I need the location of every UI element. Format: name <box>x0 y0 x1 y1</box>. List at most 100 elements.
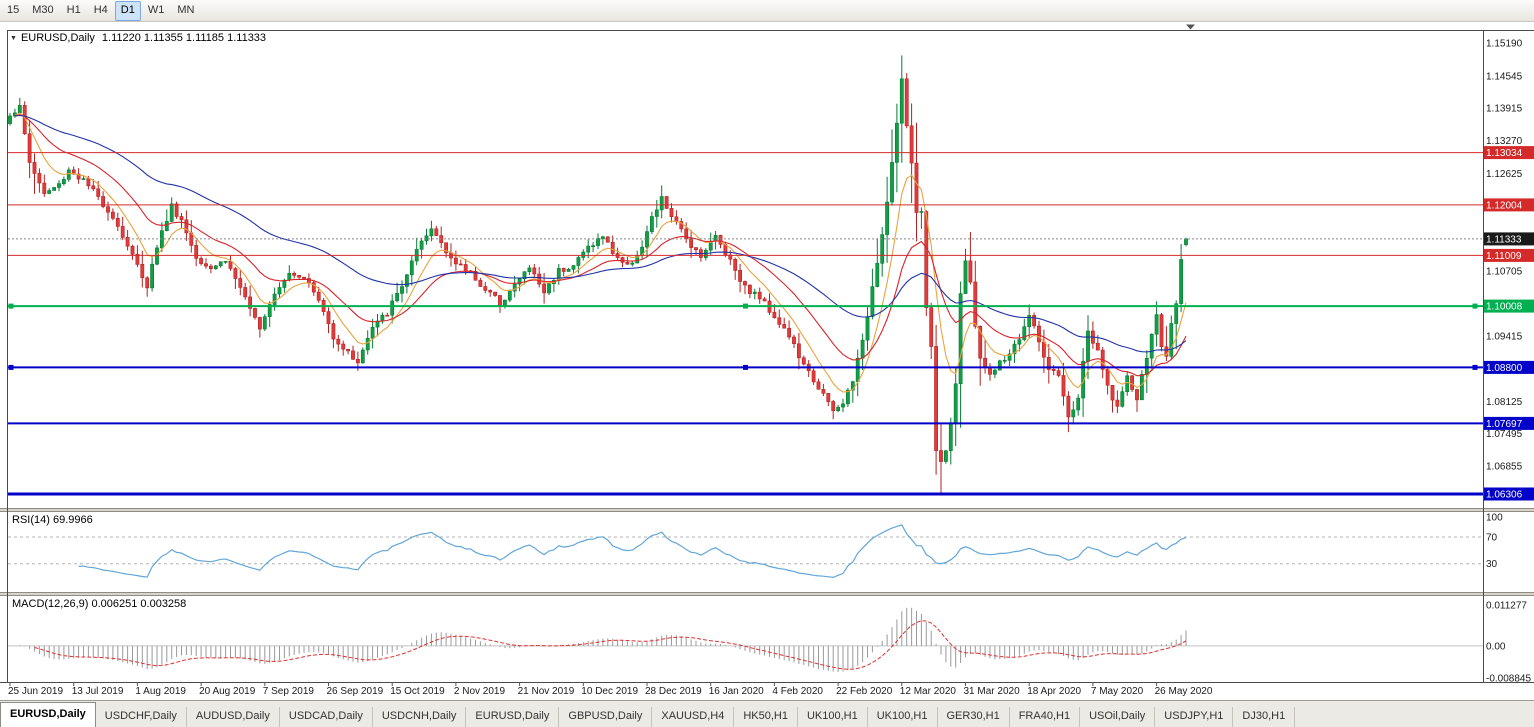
candle <box>571 265 576 273</box>
candle <box>1046 344 1051 384</box>
timeframe-button-mn[interactable]: MN <box>177 3 195 16</box>
candle <box>801 355 806 366</box>
candle <box>194 240 199 267</box>
candle <box>992 368 997 379</box>
candle <box>243 282 248 300</box>
candle <box>351 345 355 360</box>
candle <box>213 264 218 270</box>
candle <box>762 296 767 302</box>
timeframe-button-d1[interactable]: D1 <box>114 0 141 21</box>
hline-handle[interactable] <box>8 303 14 309</box>
candle <box>561 267 566 277</box>
timeframe-button-15[interactable]: 15 <box>7 3 20 16</box>
candle <box>782 317 787 329</box>
hline-handle[interactable] <box>8 364 14 370</box>
candle <box>733 257 738 280</box>
candle <box>1012 340 1017 363</box>
candle <box>331 319 336 349</box>
candle <box>1032 312 1037 329</box>
candle <box>1061 362 1066 406</box>
candle <box>963 248 968 294</box>
candle <box>1135 388 1139 412</box>
price-axis[interactable]: 1.15190 1.14545 1.13915 1.13270 1.12625 1.107… <box>1484 39 1534 685</box>
candle <box>939 423 943 495</box>
timeframe-button-h4[interactable]: H4 <box>93 3 108 16</box>
chart-tab-eurusd-daily[interactable]: EURUSD,Daily <box>466 707 560 727</box>
chart-tab-usdcnh-daily[interactable]: USDCNH,Daily <box>373 707 467 727</box>
candle <box>894 103 899 193</box>
chart-shift-marker[interactable] <box>1186 24 1195 30</box>
svg-text:1.11009: 1.11009 <box>1486 251 1522 262</box>
chart-tab-uk100-h1[interactable]: UK100,H1 <box>868 707 938 727</box>
time-axis[interactable]: 25 Jun 2019 13 Jul 2019 1 Aug 2019 20 Aug 2… <box>8 682 1213 697</box>
candle <box>968 232 973 285</box>
candle <box>42 174 47 197</box>
chart-tab-eurusd-daily[interactable]: EURUSD,Daily <box>0 702 96 727</box>
pane-separator[interactable] <box>0 592 1534 596</box>
candle <box>257 316 262 338</box>
price-tick-label: 1.07495 <box>1486 429 1523 440</box>
chart-tab-usdchf-daily[interactable]: USDCHF,Daily <box>96 707 187 727</box>
chart-tab-usdjpy-h1[interactable]: USDJPY,H1 <box>1155 707 1234 727</box>
candle <box>796 332 801 370</box>
ma-line-8[interactable] <box>14 112 1187 393</box>
candle <box>341 340 346 356</box>
chart-tab-ger30-h1[interactable]: GER30,H1 <box>938 707 1010 727</box>
hline-handle[interactable] <box>1472 303 1478 309</box>
candle <box>81 176 86 180</box>
candle <box>292 271 297 279</box>
chart-tab-dj30-h1[interactable]: DJ30,H1 <box>1233 707 1296 727</box>
candle <box>532 264 537 278</box>
candle <box>777 309 782 328</box>
candle <box>850 380 855 403</box>
price-tick-label: 1.12625 <box>1486 169 1523 180</box>
hline-handle[interactable] <box>743 364 748 370</box>
candle <box>831 400 836 420</box>
svg-text:1.06306: 1.06306 <box>1486 490 1523 501</box>
hline-handle[interactable] <box>743 303 748 309</box>
ma-line-55[interactable] <box>14 114 1187 353</box>
candle <box>424 228 429 245</box>
date-tick-label: 18 Apr 2020 <box>1027 686 1081 697</box>
rsi-axis-label: 30 <box>1486 559 1498 570</box>
moving-average-lines <box>14 112 1187 393</box>
candle <box>841 398 845 413</box>
price-tick-label: 1.08125 <box>1486 397 1523 408</box>
candle <box>1066 391 1071 433</box>
chart-tab-xauusd-h4[interactable]: XAUUSD,H4 <box>652 707 735 727</box>
chart-tab-usdcad-daily[interactable]: USDCAD,Daily <box>280 707 373 727</box>
chart-tab-uk100-h1[interactable]: UK100,H1 <box>798 707 868 727</box>
one-click-trading-icon[interactable]: ▼ <box>10 35 17 42</box>
timeframe-button-w1[interactable]: W1 <box>147 3 165 16</box>
chart-tab-fra40-h1[interactable]: FRA40,H1 <box>1010 707 1081 727</box>
candle <box>453 250 458 271</box>
chart-tab-usoil-daily[interactable]: USOil,Daily <box>1080 707 1156 727</box>
candle <box>880 226 885 277</box>
hline-handle[interactable] <box>1472 364 1478 370</box>
candle <box>669 203 674 223</box>
pane-separator[interactable] <box>0 508 1534 512</box>
rsi-indicator-label: RSI(14) 69.9966 <box>12 514 93 526</box>
candle <box>1037 320 1041 352</box>
timeframe-button-m30[interactable]: M30 <box>32 3 54 16</box>
ma-line-21[interactable] <box>14 114 1187 377</box>
chart-background <box>0 22 1534 700</box>
macd-axis-label: 0.00 <box>1486 641 1506 652</box>
chart-tab-gbpusd-daily[interactable]: GBPUSD,Daily <box>559 707 653 727</box>
date-tick-label: 4 Feb 2020 <box>772 686 823 697</box>
candle <box>493 291 498 297</box>
chart-tab-hk50-h1[interactable]: HK50,H1 <box>734 707 798 727</box>
chart-tab-audusd-daily[interactable]: AUDUSD,Daily <box>187 707 280 727</box>
candle <box>1115 390 1120 414</box>
candle <box>458 259 463 266</box>
candle <box>659 185 664 219</box>
candle <box>929 302 934 360</box>
candle <box>909 103 914 203</box>
candle <box>747 284 752 299</box>
candle <box>101 191 106 209</box>
candle <box>375 314 380 337</box>
candle <box>787 320 792 340</box>
timeframe-button-h1[interactable]: H1 <box>66 3 81 16</box>
